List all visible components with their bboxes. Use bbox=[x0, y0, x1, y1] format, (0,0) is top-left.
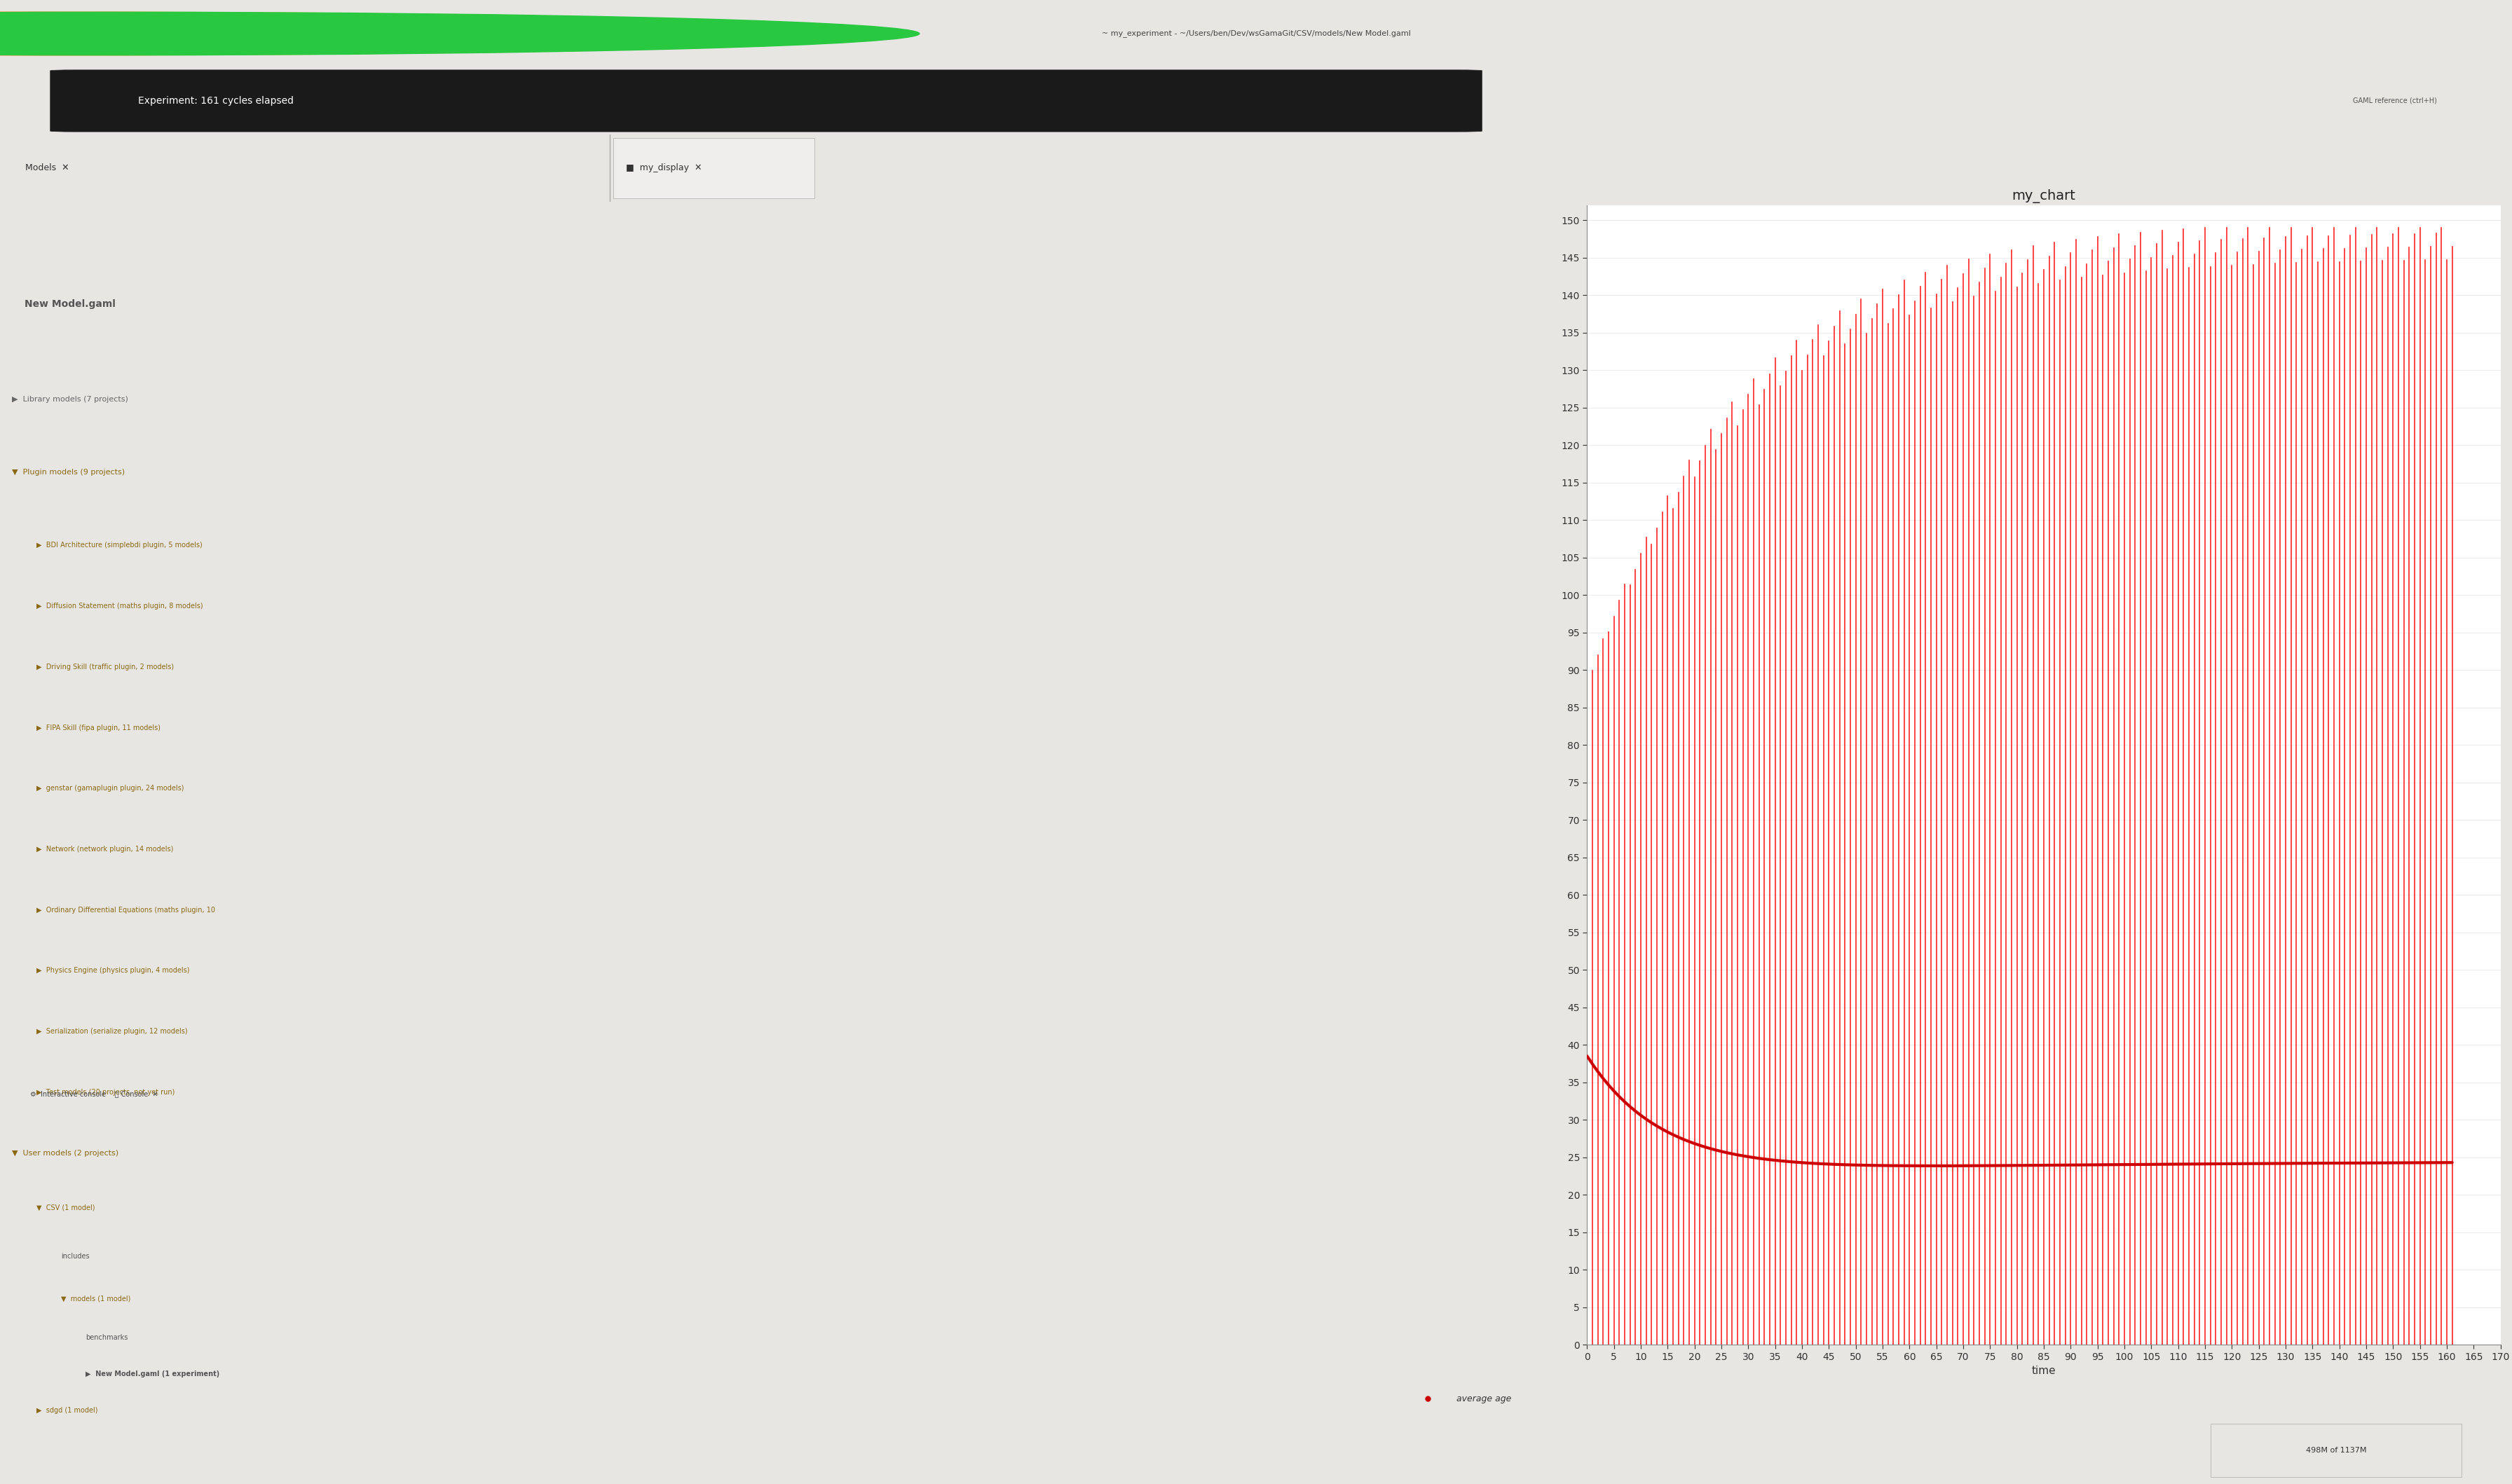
Circle shape bbox=[0, 12, 919, 55]
Text: ▼  Plugin models (9 projects): ▼ Plugin models (9 projects) bbox=[13, 469, 126, 476]
Text: includes: includes bbox=[60, 1252, 90, 1260]
Text: ▶  FIPA Skill (fipa plugin, 11 models): ▶ FIPA Skill (fipa plugin, 11 models) bbox=[38, 724, 161, 732]
Circle shape bbox=[0, 12, 884, 55]
Text: ▶  Test models (20 projects, not yet run): ▶ Test models (20 projects, not yet run) bbox=[38, 1089, 176, 1095]
Circle shape bbox=[0, 12, 849, 55]
Text: Models  ✕: Models ✕ bbox=[25, 163, 68, 172]
FancyBboxPatch shape bbox=[2211, 1423, 2462, 1477]
FancyBboxPatch shape bbox=[613, 138, 814, 199]
X-axis label: time: time bbox=[2032, 1365, 2055, 1376]
Text: ▼  models (1 model): ▼ models (1 model) bbox=[60, 1296, 131, 1303]
Text: ▶  genstar (gamaplugin plugin, 24 models): ▶ genstar (gamaplugin plugin, 24 models) bbox=[38, 785, 183, 792]
Text: New Model.gaml: New Model.gaml bbox=[25, 298, 116, 309]
Text: ▶  BDI Architecture (simplebdi plugin, 5 models): ▶ BDI Architecture (simplebdi plugin, 5 … bbox=[38, 542, 203, 549]
Text: Experiment: 161 cycles elapsed: Experiment: 161 cycles elapsed bbox=[138, 96, 294, 105]
Text: ▶  Physics Engine (physics plugin, 4 models): ▶ Physics Engine (physics plugin, 4 mode… bbox=[38, 968, 191, 974]
Text: ▶  Library models (7 projects): ▶ Library models (7 projects) bbox=[13, 396, 128, 404]
FancyBboxPatch shape bbox=[50, 70, 1482, 132]
Text: ▶  New Model.gaml (1 experiment): ▶ New Model.gaml (1 experiment) bbox=[85, 1371, 219, 1377]
Text: ▼  User models (2 projects): ▼ User models (2 projects) bbox=[13, 1150, 118, 1156]
Text: ▶  Diffusion Statement (maths plugin, 8 models): ▶ Diffusion Statement (maths plugin, 8 m… bbox=[38, 603, 203, 610]
Text: ▶  sdgd (1 model): ▶ sdgd (1 model) bbox=[38, 1407, 98, 1414]
Text: ▶  Ordinary Differential Equations (maths plugin, 10: ▶ Ordinary Differential Equations (maths… bbox=[38, 907, 216, 914]
Title: my_chart: my_chart bbox=[2012, 188, 2075, 203]
Text: ▼  CSV (1 model): ▼ CSV (1 model) bbox=[38, 1204, 95, 1211]
Text: ■  my_display  ✕: ■ my_display ✕ bbox=[625, 163, 701, 172]
Text: ~ my_experiment - ~/Users/ben/Dev/wsGamaGit/CSV/models/New Model.gaml: ~ my_experiment - ~/Users/ben/Dev/wsGama… bbox=[1100, 30, 1412, 37]
Text: ▶  Serialization (serialize plugin, 12 models): ▶ Serialization (serialize plugin, 12 mo… bbox=[38, 1028, 188, 1034]
Text: ⚙  Interactive console    💬 Console  ✕: ⚙ Interactive console 💬 Console ✕ bbox=[30, 1091, 158, 1097]
Text: average age: average age bbox=[1457, 1393, 1512, 1404]
Text: GAML reference (ctrl+H): GAML reference (ctrl+H) bbox=[2354, 98, 2437, 104]
Text: 498M of 1137M: 498M of 1137M bbox=[2306, 1447, 2366, 1454]
Text: benchmarks: benchmarks bbox=[85, 1334, 128, 1342]
Text: ▶  Network (network plugin, 14 models): ▶ Network (network plugin, 14 models) bbox=[38, 846, 173, 853]
Text: ▶  Driving Skill (traffic plugin, 2 models): ▶ Driving Skill (traffic plugin, 2 model… bbox=[38, 663, 173, 671]
